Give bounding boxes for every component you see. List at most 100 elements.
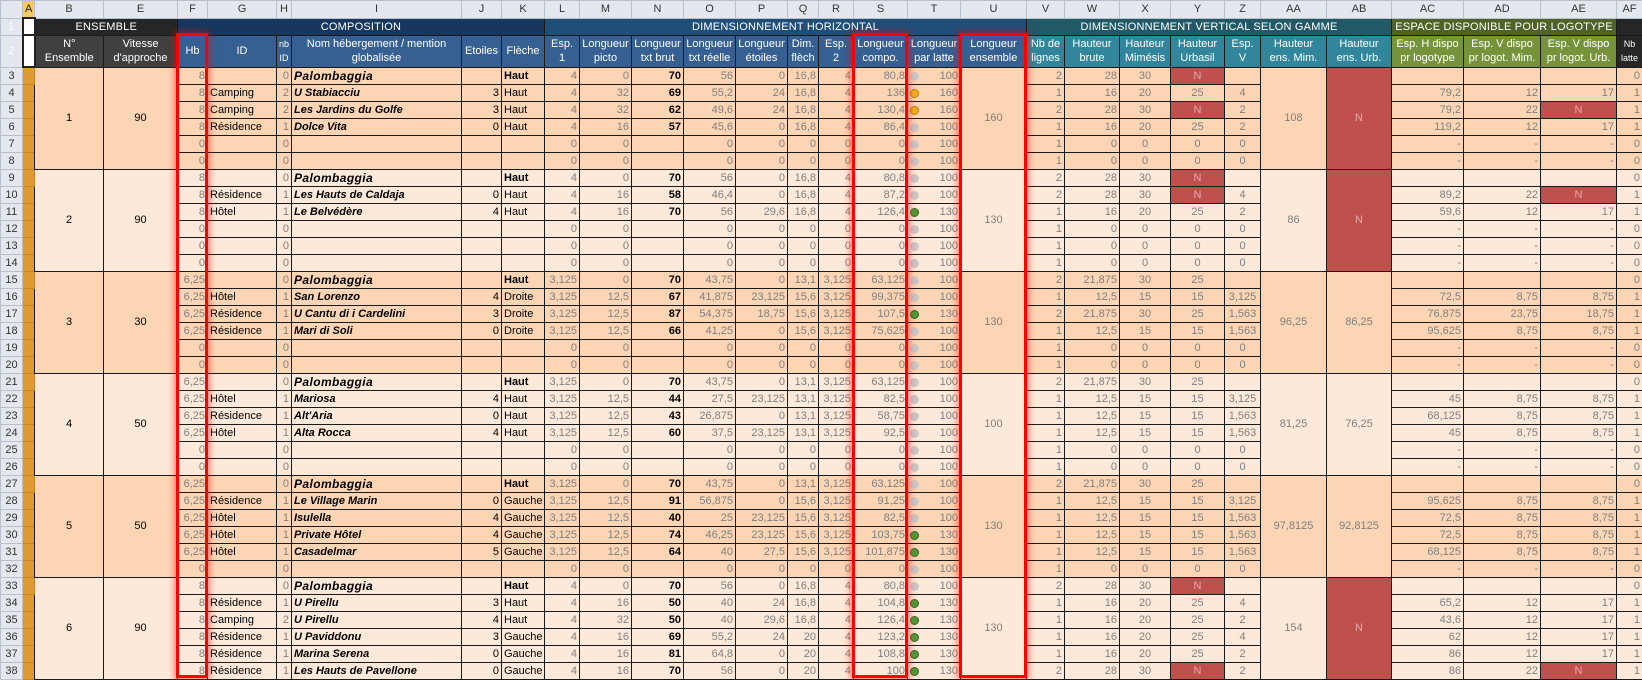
cell-af[interactable]: 1 [1617,662,1642,679]
cell-ad[interactable]: 12 [1464,628,1541,645]
cell-p[interactable]: 0 [736,356,788,373]
cell-q[interactable]: 13,1 [788,390,819,407]
cell-j[interactable] [462,220,502,237]
row-header[interactable]: 14 [1,254,23,271]
header-ab[interactable]: Hauteur ens. Urb. [1327,35,1392,67]
cell-k[interactable]: Haut [502,594,545,611]
row-header[interactable]: 5 [1,101,23,118]
cell-w[interactable]: 16 [1065,611,1120,628]
cell-l[interactable]: 0 [545,458,580,475]
cell-h[interactable]: 0 [277,441,292,458]
cell-q[interactable]: 16,8 [788,611,819,628]
cell-ac[interactable]: 119,2 [1392,118,1464,135]
cell-m[interactable]: 16 [580,186,632,203]
cell-t[interactable]: 100 [908,492,961,509]
cell-ac[interactable]: 68,125 [1392,407,1464,424]
cell-g[interactable]: Résidence [208,118,277,135]
cell-g[interactable]: Résidence [208,407,277,424]
cell-t[interactable]: 130 [908,203,961,220]
column-header-k[interactable]: K [502,1,545,19]
cell-w[interactable]: 21,875 [1065,373,1120,390]
cell-x[interactable]: 20 [1120,611,1171,628]
cell-t[interactable]: 130 [908,526,961,543]
cell-n[interactable]: 87 [632,305,684,322]
header-k[interactable]: Flèche [502,35,545,67]
cell-g[interactable]: Hôtel [208,288,277,305]
cell-v[interactable]: 2 [1027,475,1065,492]
cell-m[interactable]: 16 [580,203,632,220]
cell-h[interactable]: 0 [277,152,292,169]
cell-w[interactable]: 12,5 [1065,526,1120,543]
crossed-out-cell-g[interactable] [208,373,277,390]
cell-n[interactable]: 67 [632,288,684,305]
cell-y[interactable]: 0 [1171,458,1225,475]
cell-x[interactable]: 15 [1120,526,1171,543]
cell-f[interactable]: 6,25 [178,390,208,407]
cell-g[interactable] [208,339,277,356]
cell-o[interactable]: 55,2 [684,628,736,645]
crossed-out-cell-z[interactable] [1225,271,1261,288]
cell-f[interactable]: 6,25 [178,543,208,560]
column-header-w[interactable]: W [1065,1,1120,19]
row-header[interactable]: 17 [1,305,23,322]
cell-y[interactable]: 15 [1171,288,1225,305]
cell-j[interactable]: 5 [462,543,502,560]
cell-r[interactable]: 3,125 [819,390,854,407]
cell-n[interactable]: 70 [632,577,684,594]
cell-a[interactable] [23,509,35,526]
column-header-e[interactable]: E [104,1,178,19]
cell-l[interactable]: 4 [545,118,580,135]
cell-o[interactable]: 27,5 [684,390,736,407]
cell-p[interactable]: 27,5 [736,543,788,560]
cell-t[interactable]: 100 [908,339,961,356]
cell-s[interactable]: 75,625 [854,322,908,339]
cell-longueur-ensemble[interactable]: 160 [961,67,1027,169]
cell-x[interactable]: 30 [1120,577,1171,594]
cell-ae[interactable]: N [1541,186,1617,203]
cell-ad[interactable]: 22 [1464,186,1541,203]
cell-ac[interactable]: 72,5 [1392,509,1464,526]
cell-t[interactable]: 100 [908,220,961,237]
cell-af[interactable]: 0 [1617,441,1642,458]
cell-o[interactable]: 0 [684,152,736,169]
cell-t[interactable]: 100 [908,118,961,135]
cell-y[interactable]: 25 [1171,645,1225,662]
cell-longueur-ensemble[interactable]: 130 [961,475,1027,577]
cell-q[interactable]: 0 [788,560,819,577]
cell-af[interactable]: 1 [1617,628,1642,645]
cell-ac[interactable]: 86 [1392,662,1464,679]
cell-t[interactable]: 130 [908,662,961,679]
cell-s[interactable]: 0 [854,356,908,373]
crossed-out-cell-z[interactable] [1225,577,1261,594]
crossed-out-cell-g[interactable] [208,577,277,594]
cell-m[interactable]: 12,5 [580,322,632,339]
cell-r[interactable]: 0 [819,254,854,271]
cell-k[interactable]: Haut [502,271,545,288]
cell-t[interactable]: 160 [908,84,961,101]
cell-af[interactable]: 1 [1617,305,1642,322]
cell-v[interactable]: 1 [1027,526,1065,543]
cell-n[interactable]: 74 [632,526,684,543]
cell-r[interactable]: 0 [819,135,854,152]
column-header-y[interactable]: Y [1171,1,1225,19]
cell-ae[interactable]: 18,75 [1541,305,1617,322]
cell-i[interactable]: Dolce Vita [292,118,462,135]
cell-af[interactable]: 0 [1617,475,1642,492]
cell-o[interactable]: 56 [684,169,736,186]
cell-f[interactable]: 0 [178,135,208,152]
cell-i[interactable]: Le Belvédère [292,203,462,220]
cell-g[interactable] [208,356,277,373]
cell-q[interactable]: 13,1 [788,475,819,492]
cell-k[interactable]: Gauche [502,509,545,526]
cell-o[interactable]: 0 [684,220,736,237]
cell-x[interactable]: 30 [1120,475,1171,492]
cell-p[interactable]: 18,75 [736,305,788,322]
cell-h[interactable]: 1 [277,118,292,135]
cell-y[interactable]: N [1171,67,1225,84]
cell-j[interactable]: 3 [462,305,502,322]
cell-i[interactable]: Alt'Aria [292,407,462,424]
cell-hauteur-ens-urb[interactable]: N [1327,577,1392,679]
cell-o[interactable]: 49,6 [684,101,736,118]
cell-i[interactable] [292,152,462,169]
cell-ac[interactable]: 72,5 [1392,288,1464,305]
